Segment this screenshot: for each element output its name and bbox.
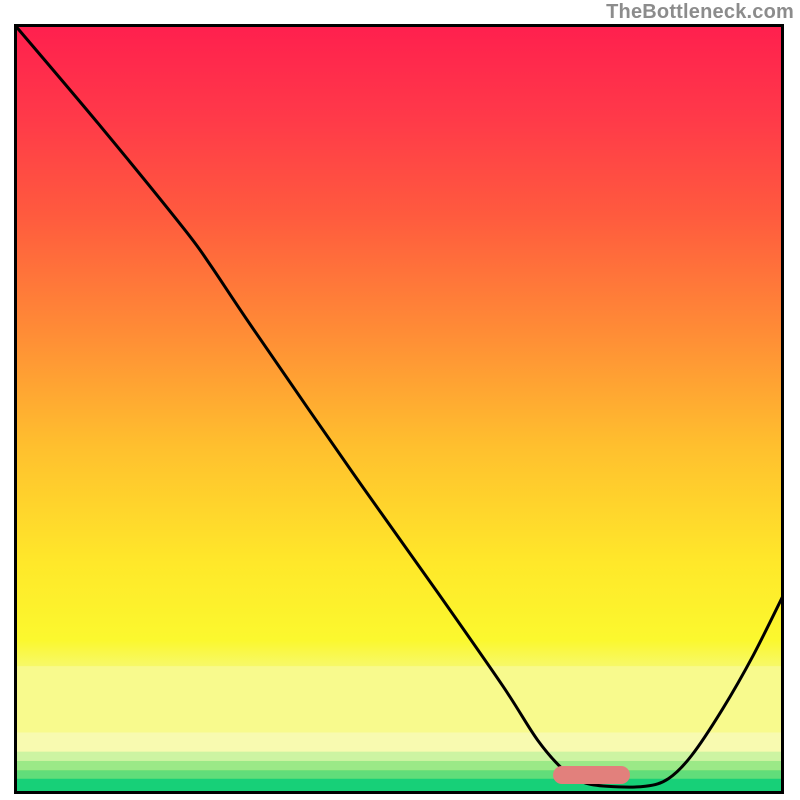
chart-area <box>14 24 784 794</box>
watermark-title: TheBottleneck.com <box>0 0 800 24</box>
bottleneck-marker-pill <box>553 766 630 784</box>
chart-svg <box>14 24 784 794</box>
